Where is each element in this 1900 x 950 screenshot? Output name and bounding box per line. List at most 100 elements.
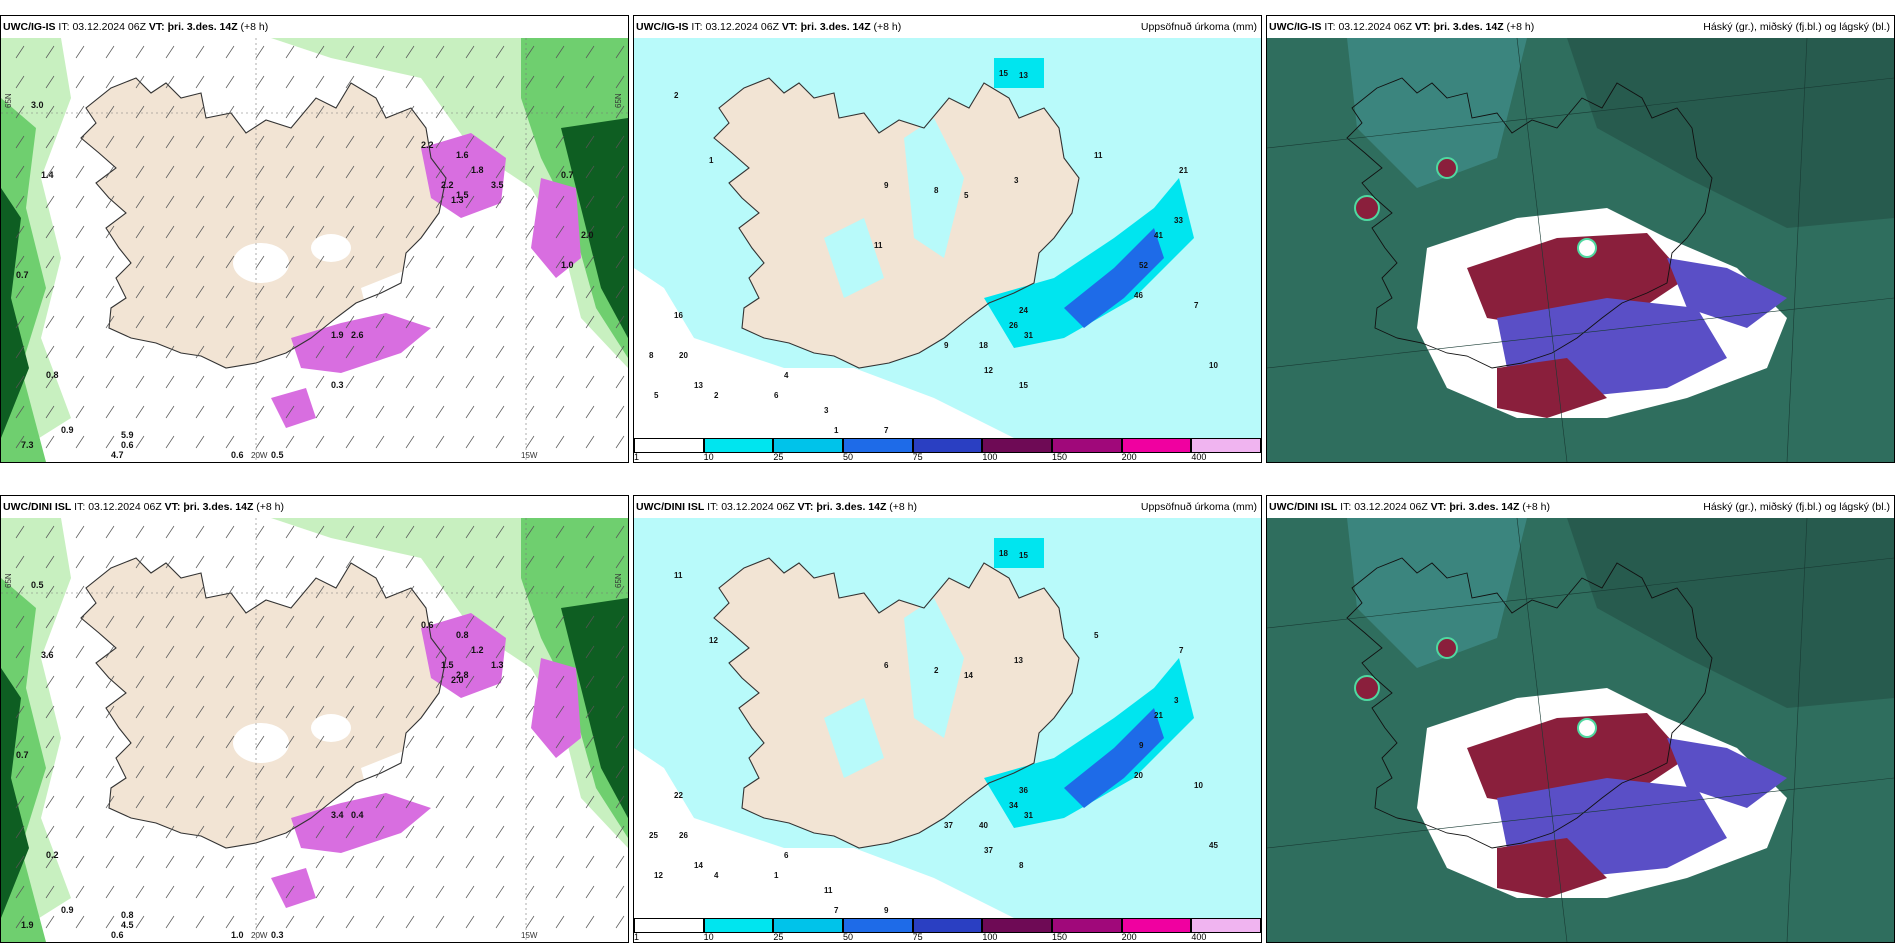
wind-barb: [465, 645, 475, 659]
precip-value-label: 18: [979, 341, 988, 350]
wind-barb: [15, 315, 25, 329]
wind-value-label: 3.6: [41, 650, 54, 660]
wind-barb: [165, 675, 175, 689]
wind-value-label: 2.8: [456, 670, 469, 680]
wind-barb: [15, 585, 25, 599]
wind-barb: [375, 825, 385, 839]
precip-value-label: 37: [944, 821, 953, 830]
wind-barb: [225, 165, 235, 179]
wind-barb: [15, 825, 25, 839]
precip-value-label: 4: [784, 371, 789, 380]
wind-barb: [375, 345, 385, 359]
parallel-line: [1267, 77, 1894, 149]
wind-barb: [405, 555, 415, 569]
wind-barb: [405, 165, 415, 179]
wind-barb: [255, 585, 265, 599]
colorbar-tick-label: 200: [1121, 452, 1137, 462]
wind-barb: [435, 795, 445, 809]
wind-barb: [345, 285, 355, 299]
wind-barb: [315, 75, 325, 89]
wind-barb: [585, 435, 595, 449]
wind-value-label: 1.2: [471, 645, 484, 655]
wind-barb: [255, 135, 265, 149]
wind-barb: [375, 165, 385, 179]
low-cloud-area: [1354, 195, 1380, 221]
wind-barb: [315, 825, 325, 839]
wind-barb: [45, 285, 55, 299]
wind-barb: [75, 255, 85, 269]
wind-barb: [135, 525, 145, 539]
wind-barb: [105, 645, 115, 659]
wind-barb: [495, 645, 505, 659]
colorbar-tick-label: 10: [703, 452, 714, 462]
wind-barb: [315, 555, 325, 569]
wind-barb: [225, 525, 235, 539]
wind-barb: [435, 675, 445, 689]
wind-barb: [375, 585, 385, 599]
cloud-map: [1267, 38, 1894, 462]
wind-barb: [75, 525, 85, 539]
sleet-area: [531, 178, 581, 278]
wind-barb: [405, 705, 415, 719]
precip-value-label: 16: [674, 311, 683, 320]
wind-barb: [165, 315, 175, 329]
colorbar-tick-label: 400: [1191, 452, 1207, 462]
wind-barb: [495, 525, 505, 539]
colorbar-tick-label: 75: [912, 932, 923, 942]
wind-barb: [405, 855, 415, 869]
wind-barb: [75, 405, 85, 419]
wind-barb: [465, 435, 475, 449]
wind-barb: [555, 45, 565, 59]
snow-area: [233, 243, 289, 283]
wind-barb: [285, 525, 295, 539]
wind-barb: [495, 315, 505, 329]
wind-barb: [315, 645, 325, 659]
wind-barb: [585, 735, 595, 749]
wind-barb: [255, 45, 265, 59]
wind-barb: [165, 555, 175, 569]
wind-barb: [615, 45, 625, 59]
precip-value-label: 2: [714, 391, 719, 400]
wind-barb: [105, 195, 115, 209]
colorbar-segment: [1052, 918, 1122, 933]
wind-barb: [105, 855, 115, 869]
colorbar-tick-label: 150: [1052, 932, 1068, 942]
precip-value-label: 6: [884, 661, 889, 670]
wind-barb: [405, 435, 415, 449]
wind-barb: [405, 765, 415, 779]
high-cloud-area: [1347, 38, 1527, 188]
wind-barb: [615, 825, 625, 839]
precip-value-label: 45: [1209, 841, 1218, 850]
precip-map: 15 13219853112133415246242631181215710916…: [634, 38, 1261, 438]
wind-barb: [315, 345, 325, 359]
wind-barb: [495, 615, 505, 629]
wind-barb: [165, 375, 175, 389]
wind-barb: [585, 855, 595, 869]
wind-barb: [345, 405, 355, 419]
wind-barb: [165, 75, 175, 89]
wind-barb: [555, 105, 565, 119]
wind-barb: [375, 225, 385, 239]
snow-area: [311, 234, 351, 262]
wind-barb: [495, 735, 505, 749]
precip-value-label: 11: [874, 241, 883, 250]
wind-barb: [615, 135, 625, 149]
wind-barb: [525, 75, 535, 89]
wind-barb: [225, 735, 235, 749]
wind-barb: [585, 615, 595, 629]
colorbar-tick-label: 1: [634, 452, 640, 462]
wind-barb: [615, 915, 625, 929]
precip-moderate-area: [994, 538, 1044, 568]
wind-barb: [135, 645, 145, 659]
wind-barb: [135, 105, 145, 119]
wind-barb: [375, 615, 385, 629]
wind-barb: [435, 345, 445, 359]
wind-barb: [255, 255, 265, 269]
wind-value-label: 0.7: [16, 750, 29, 760]
wind-barb: [105, 615, 115, 629]
colorbar-tick-label: 150: [1052, 452, 1068, 462]
wind-barb: [45, 735, 55, 749]
wind-barb: [405, 225, 415, 239]
wind-barb: [135, 705, 145, 719]
precip-value-label: 9: [944, 341, 949, 350]
